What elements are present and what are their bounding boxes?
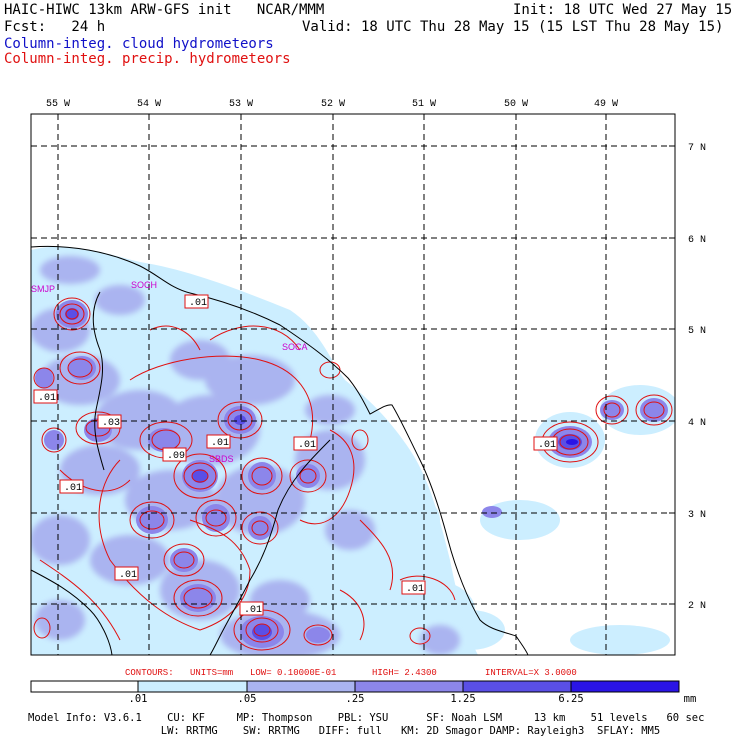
contour-labels: .01 .01 .03 .01 .09 .01 .01 .01 .01 .01 … xyxy=(33,294,558,616)
model-title: HAIC-HIWC 13km ARW-GFS init NCAR/MMM xyxy=(4,2,325,18)
lon-label: 50 W xyxy=(504,99,528,110)
lat-label: 2 N xyxy=(688,601,706,612)
contour-label: .01 xyxy=(533,436,558,451)
max-core xyxy=(566,439,578,445)
svg-text:.01: .01 xyxy=(189,298,207,309)
svg-text:.01: .01 xyxy=(406,584,424,595)
contour-label: .01 xyxy=(293,436,318,451)
colorbar xyxy=(30,680,680,693)
svg-text:UNITS=mm: UNITS=mm xyxy=(190,668,233,678)
svg-text:.01: .01 xyxy=(244,605,262,616)
latitude-labels: 7 N 6 N 5 N 4 N 3 N 2 N xyxy=(688,143,706,612)
contour-label: .01 xyxy=(114,566,139,581)
station-smjp: SMJP xyxy=(31,284,55,294)
axis-ticks xyxy=(57,114,675,605)
init-time: Init: 18 UTC Wed 27 May 15 xyxy=(513,2,733,18)
contour-label: .09 xyxy=(162,447,187,462)
contour-label: .03 xyxy=(97,414,122,429)
contour-label: .01 xyxy=(33,389,58,404)
svg-text:.01: .01 xyxy=(538,440,556,451)
contour-label: .01 xyxy=(206,434,231,449)
contour-label: .01 xyxy=(184,294,209,309)
model-info-line2: LW: RRTMG SW: RRTMG DIFF: full KM: 2D Sm… xyxy=(28,725,661,737)
longitude-labels: 55 W 54 W 53 W 52 W 51 W 50 W 49 W xyxy=(46,99,618,110)
svg-text:CONTOURS:: CONTOURS: xyxy=(125,668,174,678)
lat-label: 3 N xyxy=(688,510,706,521)
colorbar-label: 1.25 xyxy=(450,693,476,705)
station-soch: SOCH xyxy=(131,280,157,290)
svg-text:.09: .09 xyxy=(167,451,185,462)
svg-text:INTERVAL=X 3.0000: INTERVAL=X 3.0000 xyxy=(485,668,577,678)
map-frame xyxy=(30,113,676,656)
svg-text:.01: .01 xyxy=(119,570,137,581)
lat-label: 6 N xyxy=(688,235,706,246)
contour-label: .01 xyxy=(401,580,426,595)
lat-label: 5 N xyxy=(688,326,706,337)
svg-text:LOW= 0.10000E-01: LOW= 0.10000E-01 xyxy=(250,668,336,678)
lon-label: 51 W xyxy=(412,99,436,110)
coastlines xyxy=(31,245,529,655)
svg-text:.03: .03 xyxy=(102,418,120,429)
lon-label: 49 W xyxy=(594,99,618,110)
colorbar-unit: mm xyxy=(683,693,697,705)
svg-text:.01: .01 xyxy=(38,393,56,404)
lon-label: 55 W xyxy=(46,99,70,110)
colorbar-label: .05 xyxy=(237,693,257,705)
station-sbds: SBDS xyxy=(209,454,234,464)
cloud-fill-core xyxy=(65,308,582,640)
lat-label: 4 N xyxy=(688,418,706,429)
lat-label: 7 N xyxy=(688,143,706,154)
svg-text:HIGH= 2.4300: HIGH= 2.4300 xyxy=(372,668,437,678)
valid-time: Valid: 18 UTC Thu 28 May 15 (15 LST Thu … xyxy=(302,19,724,35)
svg-text:.01: .01 xyxy=(64,483,82,494)
colorbar-label: .25 xyxy=(345,693,365,705)
colorbar-label: 6.25 xyxy=(558,693,584,705)
station-soca: SOCA xyxy=(282,342,308,352)
svg-text:.01: .01 xyxy=(298,440,316,451)
cloud-field-label: Column-integ. cloud hydrometeors xyxy=(4,36,274,52)
station-labels: SMJP SOCH SOCA SBDS xyxy=(31,280,308,464)
precip-field-label: Column-integ. precip. hydrometeors xyxy=(4,51,291,67)
contour-info: CONTOURS: UNITS=mm LOW= 0.10000E-01 HIGH… xyxy=(125,668,577,678)
lon-label: 53 W xyxy=(229,99,253,110)
model-info-line1: Model Info: V3.6.1 CU: KF MP: Thompson P… xyxy=(28,712,705,724)
svg-text:.01: .01 xyxy=(211,438,229,449)
contour-label: .01 xyxy=(59,479,84,494)
lon-label: 54 W xyxy=(137,99,161,110)
colorbar-label: .01 xyxy=(128,693,148,705)
forecast-hour: Fcst: 24 h xyxy=(4,19,106,35)
contour-label: .01 xyxy=(239,601,264,616)
map-plot-area: .01 .01 .03 .01 .09 .01 .01 .01 .01 .01 … xyxy=(31,114,675,655)
lat-lon-grid xyxy=(31,114,675,655)
lon-label: 52 W xyxy=(321,99,345,110)
